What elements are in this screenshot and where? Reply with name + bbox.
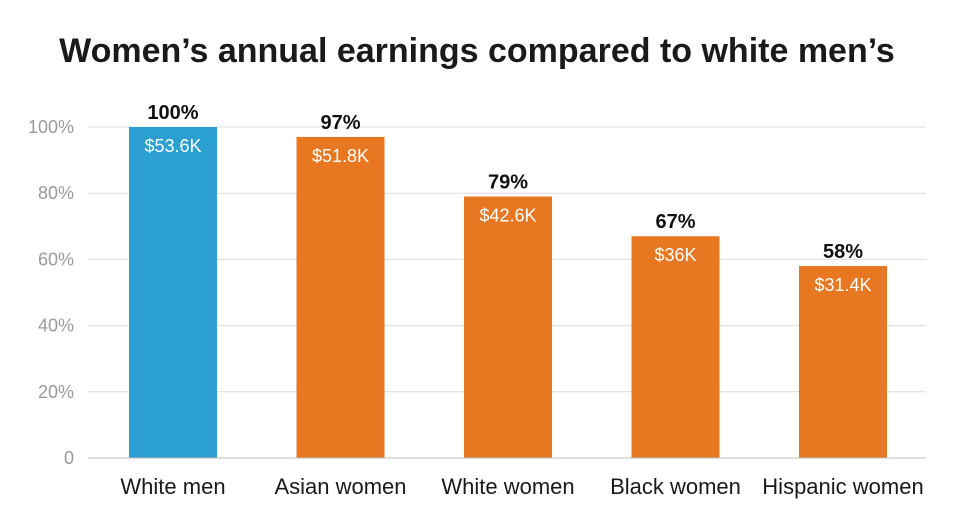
bar [129,127,217,458]
chart-title: Women’s annual earnings compared to whit… [59,32,895,70]
x-tick-label: Black women [610,474,741,499]
bar-percent-label: 100% [147,102,198,124]
x-axis-ticks: White men Asian women White women Black wom… [120,474,923,499]
bar [631,236,720,458]
y-tick-label: 0 [64,448,74,468]
bar-labels: 100% $53.6K 97% $51.8K 79% $42.6K 67% $36K 58% $3… [144,102,871,295]
y-tick-label: 80% [38,183,74,203]
bar-percent-label: 67% [655,211,695,233]
y-tick-label: 60% [38,249,74,269]
bar [464,196,552,458]
bar-percent-label: 58% [823,241,863,263]
bar [799,266,887,458]
y-tick-label: 100% [28,117,74,137]
bar-earnings-label: $51.8K [312,146,369,166]
bar-earnings-label: $31.4K [814,275,871,295]
x-tick-label: Hispanic women [762,474,923,499]
bar [296,136,385,458]
bar-earnings-label: $42.6K [479,206,536,226]
bar-percent-label: 97% [320,112,360,134]
x-tick-label: White women [441,474,574,499]
x-tick-label: White men [120,474,225,499]
bar-percent-label: 79% [488,172,528,194]
bars [129,127,887,458]
y-tick-label: 20% [38,382,74,402]
bar-earnings-label: $36K [654,245,696,265]
x-tick-label: Asian women [274,474,406,499]
y-tick-label: 40% [38,316,74,336]
bar-earnings-label: $53.6K [144,136,201,156]
y-axis-ticks: 0 20% 40% 60% 80% 100% [28,117,74,468]
